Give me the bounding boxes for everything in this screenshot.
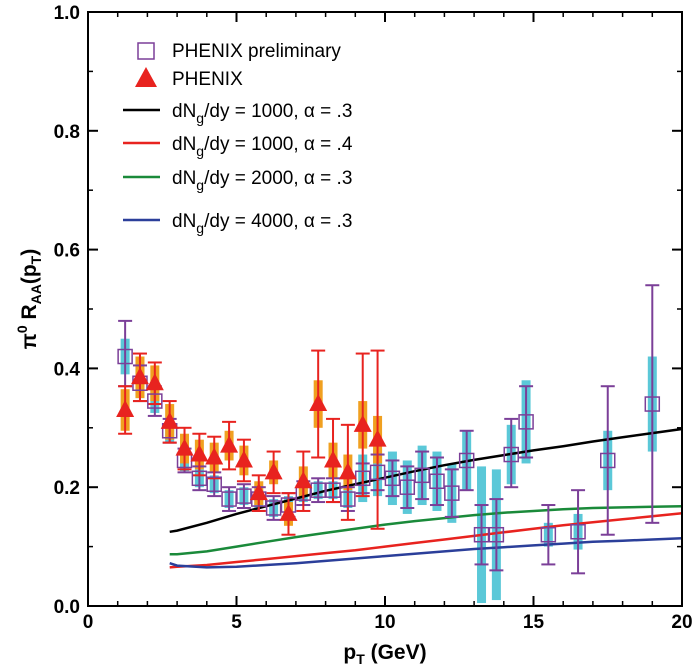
phenix-triangle-marker bbox=[220, 435, 239, 453]
legend-label-sub: g bbox=[196, 177, 204, 193]
legend-label-sub: g bbox=[196, 110, 204, 126]
prelim-square-marker bbox=[384, 470, 401, 487]
prelim-square-marker bbox=[399, 479, 416, 495]
prelim-square-marker bbox=[206, 476, 222, 492]
phenix-triangle-marker bbox=[368, 429, 387, 447]
legend-label: PHENIX bbox=[172, 69, 243, 90]
legend-label: PHENIX preliminary bbox=[172, 41, 341, 62]
data-points bbox=[116, 284, 661, 575]
prelim-square-marker bbox=[458, 452, 475, 469]
x-tick-label: 10 bbox=[374, 612, 395, 633]
y-axis-title-close: ) bbox=[18, 249, 41, 256]
phenix-triangle-marker bbox=[309, 394, 328, 412]
phenix-triangle-marker bbox=[190, 444, 209, 462]
y-axis-title: π0 RAA(pT) bbox=[14, 249, 44, 350]
prelim-square-marker bbox=[340, 491, 356, 507]
y-axis-title-pi: π bbox=[18, 333, 41, 349]
prelim-square-marker bbox=[570, 524, 586, 540]
phenix-triangle-marker bbox=[130, 367, 149, 385]
legend-label: dNg/dy = 2000, α = .3 bbox=[172, 168, 352, 193]
prelim-square-marker bbox=[444, 485, 460, 501]
y-axis-title-sup: 0 bbox=[14, 325, 30, 333]
prelim-square-marker bbox=[414, 467, 430, 484]
y-tick-label: 0.4 bbox=[54, 359, 81, 380]
legend-label-rest: /dy = 4000, α = .3 bbox=[204, 211, 352, 232]
theory-curves bbox=[169, 427, 683, 569]
y-tick-label: 0.0 bbox=[54, 597, 80, 618]
phenix-triangle-marker bbox=[249, 483, 268, 501]
legend-label-main: PHENIX bbox=[172, 69, 243, 90]
prelim-square-marker bbox=[540, 526, 557, 543]
x-tick-label: 20 bbox=[671, 612, 692, 633]
y-axis-title-paren: (p bbox=[18, 264, 41, 284]
prelim-square-marker bbox=[503, 446, 519, 463]
axis-ticks: 0 5 10 15 20 0.0 0.2 0.4 0.6 0.8 1.0 bbox=[54, 3, 693, 633]
prelim-square-marker bbox=[265, 500, 282, 516]
legend-label-main: dN bbox=[172, 101, 196, 122]
phenix-triangle-marker bbox=[116, 399, 135, 417]
phenix-triangle-marker bbox=[175, 438, 194, 456]
y-axis-title-sub2: T bbox=[28, 255, 44, 264]
legend-label-main: dN bbox=[172, 211, 196, 232]
prelim-square-marker bbox=[310, 482, 326, 498]
theory-curve bbox=[169, 504, 683, 556]
prelim-square-marker bbox=[221, 491, 237, 507]
legend-label-main: PHENIX preliminary bbox=[172, 41, 341, 62]
phenix-triangle-marker bbox=[279, 503, 298, 521]
prelim-square-marker bbox=[644, 396, 661, 412]
legend-label: dNg/dy = 1000, α = .3 bbox=[172, 101, 352, 126]
x-axis-title-p: p bbox=[343, 641, 356, 664]
legend-label: dNg/dy = 1000, α = .4 bbox=[172, 134, 353, 159]
phenix-triangle-marker bbox=[353, 414, 372, 432]
y-tick-label: 0.6 bbox=[54, 241, 80, 262]
legend-label-main: dN bbox=[172, 134, 196, 155]
legend-square-marker bbox=[137, 42, 155, 60]
legend-label-rest: /dy = 1000, α = .4 bbox=[204, 134, 353, 155]
x-tick-label: 5 bbox=[231, 612, 242, 633]
prelim-square-marker bbox=[191, 470, 208, 487]
x-axis-title: pT (GeV) bbox=[343, 641, 426, 667]
x-axis-title-sub: T bbox=[356, 651, 365, 667]
legend-label-main: dN bbox=[172, 168, 196, 189]
legend-label-sub: g bbox=[196, 143, 204, 159]
y-axis-title-r: R bbox=[18, 304, 41, 325]
x-tick-label: 0 bbox=[83, 612, 94, 633]
phenix-triangle-marker bbox=[145, 373, 164, 391]
prelim-square-marker bbox=[236, 488, 252, 504]
phenix-triangle-marker bbox=[338, 462, 357, 480]
phenix-triangle-marker bbox=[294, 471, 313, 489]
phenix-triangle-marker bbox=[324, 450, 343, 468]
prelim-square-marker bbox=[488, 526, 505, 543]
legend-label-rest: /dy = 2000, α = .3 bbox=[204, 168, 352, 189]
prelim-square-marker bbox=[473, 526, 490, 543]
y-tick-label: 0.2 bbox=[54, 478, 80, 499]
prelim-square-marker bbox=[429, 473, 445, 490]
phenix-triangle-marker bbox=[205, 447, 224, 465]
legend-label-sub: g bbox=[196, 220, 204, 236]
prelim-square-marker bbox=[518, 414, 534, 430]
prelim-square-marker bbox=[369, 464, 386, 481]
theory-curve bbox=[169, 512, 683, 569]
prelim-square-marker bbox=[117, 348, 133, 365]
y-tick-label: 0.8 bbox=[54, 122, 80, 143]
phenix-triangle-marker bbox=[264, 462, 283, 480]
y-tick-label: 1.0 bbox=[54, 3, 80, 24]
y-axis-title-sub: AA bbox=[28, 284, 44, 304]
prelim-square-marker bbox=[325, 482, 341, 498]
prelim-square-marker bbox=[600, 452, 616, 469]
prelim-square-marker bbox=[147, 393, 163, 409]
phenix-triangle-marker bbox=[160, 411, 179, 429]
phenix-triangle-marker bbox=[234, 450, 253, 468]
legend-label: dNg/dy = 4000, α = .3 bbox=[172, 211, 352, 236]
legend-label-rest: /dy = 1000, α = .3 bbox=[204, 101, 352, 122]
legend-triangle-marker bbox=[135, 67, 157, 87]
x-tick-label: 15 bbox=[523, 612, 545, 633]
theory-curve bbox=[169, 537, 683, 569]
x-axis-title-unit: (GeV) bbox=[365, 641, 427, 664]
